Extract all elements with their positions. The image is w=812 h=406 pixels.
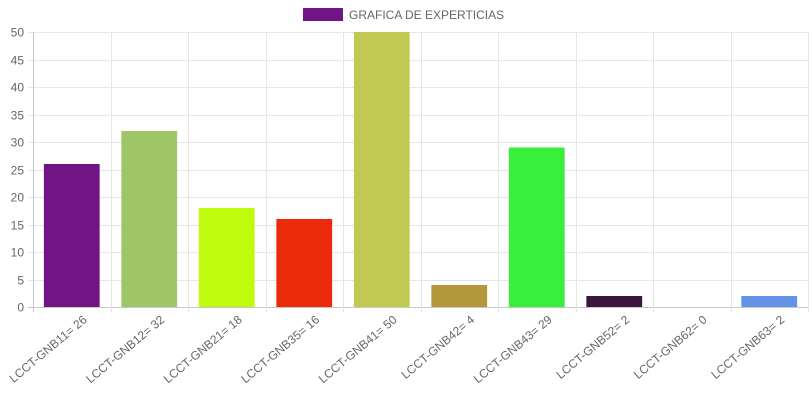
y-tick-label: 25 <box>11 164 25 178</box>
legend-label[interactable]: GRAFICA DE EXPERTICIAS <box>349 8 504 22</box>
y-tick-label: 15 <box>11 219 25 233</box>
x-tick-label: LCCT-GNB11= 26 <box>7 312 90 385</box>
x-tick-label: LCCT-GNB12= 32 <box>83 312 167 386</box>
x-tick-label: LCCT-GNB63= 2 <box>708 312 787 381</box>
legend[interactable]: GRAFICA DE EXPERTICIAS <box>303 8 504 22</box>
y-tick-label: 40 <box>11 81 25 95</box>
x-tick-label: LCCT-GNB35= 16 <box>238 312 322 386</box>
bar[interactable] <box>741 296 798 307</box>
x-tick-label: LCCT-GNB42= 4 <box>398 312 477 381</box>
x-tick-label: LCCT-GNB43= 29 <box>471 312 555 386</box>
y-tick-label: 35 <box>11 109 25 123</box>
y-tick-label: 20 <box>11 191 25 205</box>
y-tick-label: 10 <box>11 246 25 260</box>
y-tick-label: 45 <box>11 54 25 68</box>
x-tick-label: LCCT-GNB62= 0 <box>631 312 710 381</box>
bar[interactable] <box>276 219 333 307</box>
bar[interactable] <box>353 32 410 307</box>
bar[interactable] <box>198 208 255 307</box>
x-tick-label: LCCT-GNB41= 50 <box>316 312 400 386</box>
bar[interactable] <box>121 131 178 307</box>
y-tick-label: 0 <box>17 301 24 315</box>
bar[interactable] <box>586 296 643 307</box>
bars <box>43 32 798 308</box>
y-tick-label: 30 <box>11 136 25 150</box>
bar[interactable] <box>43 164 100 307</box>
bar[interactable] <box>508 147 565 308</box>
y-tick-label: 5 <box>17 274 24 288</box>
x-tick-label: LCCT-GNB21= 18 <box>161 312 245 386</box>
y-tick-label: 50 <box>11 26 25 40</box>
bar[interactable] <box>431 285 488 307</box>
x-tick-label: LCCT-GNB52= 2 <box>553 312 632 381</box>
legend-swatch[interactable] <box>303 8 343 21</box>
